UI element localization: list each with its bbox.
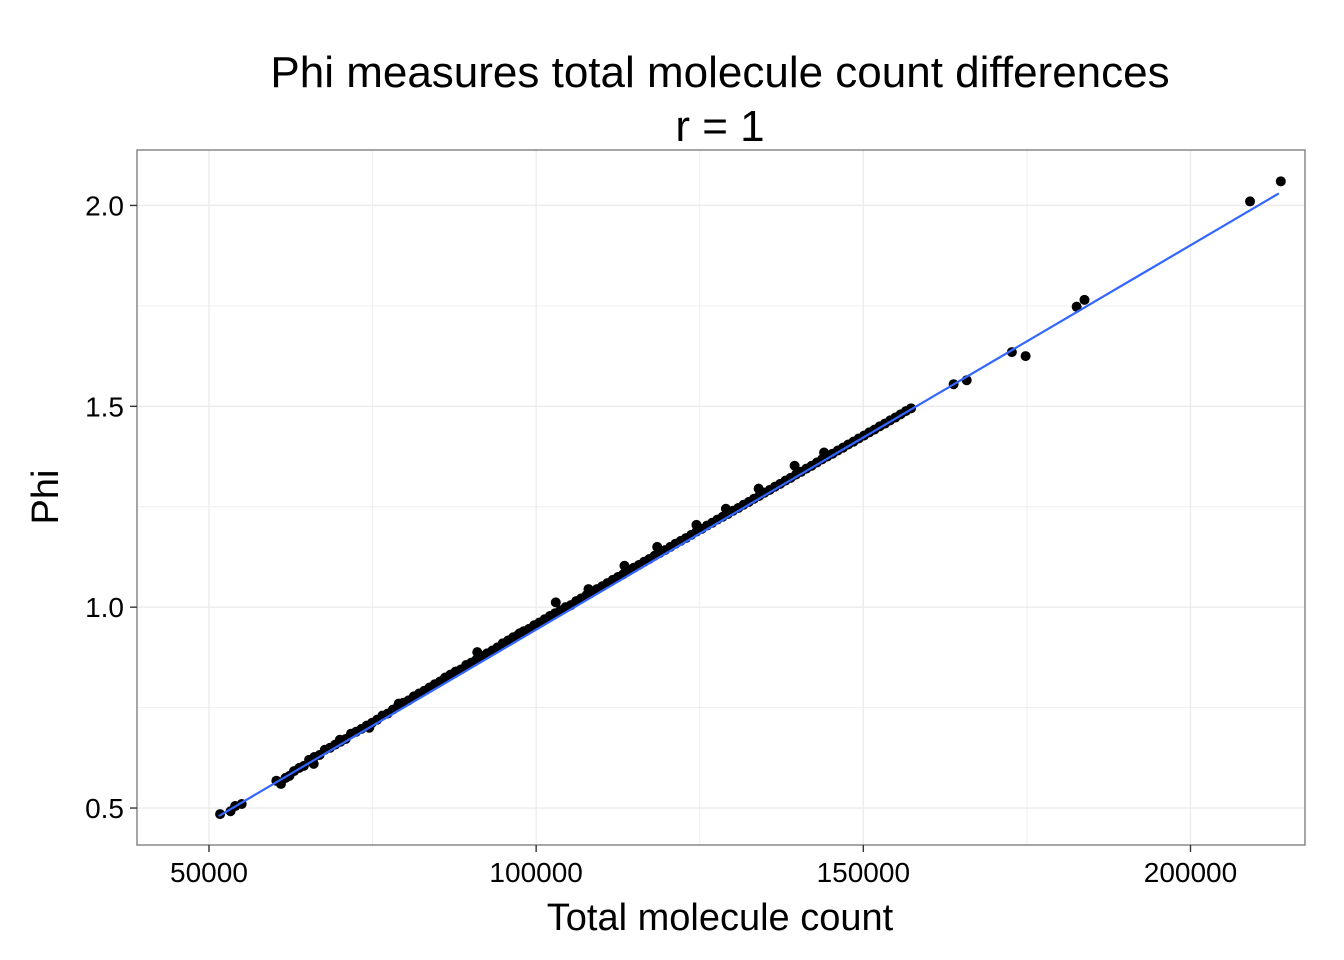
- fit-line: [218, 192, 1280, 818]
- grid-lines: [137, 150, 1305, 845]
- y-axis-title: Phi: [25, 470, 67, 525]
- data-point: [720, 503, 731, 514]
- data-point: [550, 597, 561, 608]
- data-point: [583, 584, 594, 595]
- x-axis-title: Total molecule count: [547, 897, 894, 939]
- data-point: [1020, 351, 1031, 362]
- data-point: [1071, 301, 1082, 312]
- data-point: [789, 460, 800, 471]
- data-point: [472, 647, 483, 658]
- chart-title: Phi measures total molecule count differ…: [270, 48, 1169, 97]
- y-tick-label: 1.5: [85, 391, 124, 422]
- data-point: [619, 560, 630, 571]
- data-point: [753, 483, 764, 494]
- data-point: [514, 628, 525, 639]
- y-axis-ticks: 0.5 1.0 1.5 2.0: [85, 190, 137, 824]
- x-tick-label: 150000: [817, 857, 910, 888]
- chart-subtitle: r = 1: [675, 102, 764, 151]
- data-point: [1245, 196, 1256, 207]
- data-point: [1079, 294, 1090, 305]
- x-axis-ticks: 50000 100000 150000 200000: [170, 845, 1237, 888]
- fit-line-group: [218, 192, 1280, 818]
- data-point: [652, 541, 663, 552]
- plot-panel-border: [136, 149, 1306, 846]
- data-point: [691, 519, 702, 530]
- x-tick-label: 100000: [489, 857, 582, 888]
- data-point: [819, 447, 830, 458]
- y-tick-label: 1.0: [85, 592, 124, 623]
- x-tick-label: 200000: [1144, 857, 1237, 888]
- y-tick-label: 2.0: [85, 190, 124, 221]
- data-point: [1275, 176, 1286, 187]
- data-point: [393, 698, 404, 709]
- y-tick-label: 0.5: [85, 793, 124, 824]
- x-tick-label: 50000: [170, 857, 248, 888]
